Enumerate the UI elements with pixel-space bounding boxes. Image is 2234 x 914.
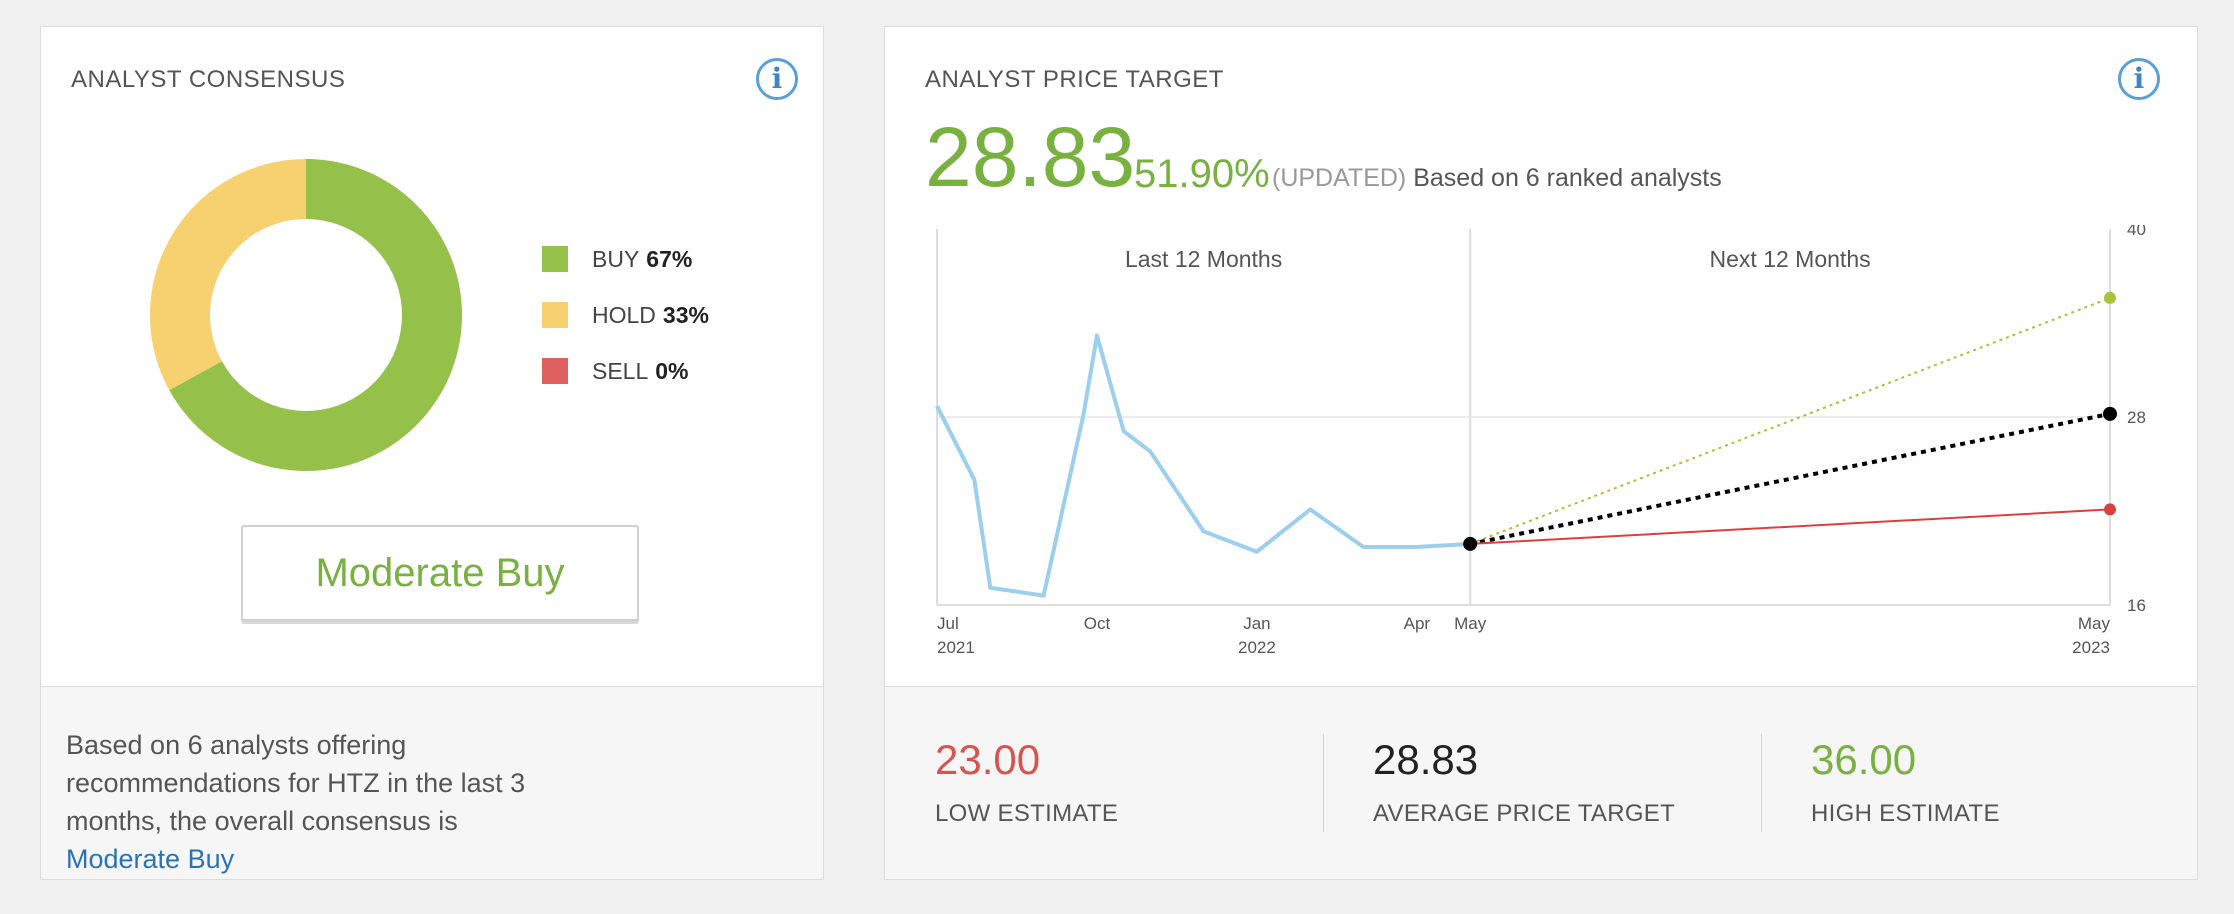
- high-estimate-label: HIGH ESTIMATE: [1811, 800, 2000, 827]
- legend-label-sell: SELL: [592, 357, 649, 384]
- consensus-legend: BUY 67% HOLD 33% SELL 0%: [542, 245, 709, 385]
- legend-swatch-hold: [542, 302, 568, 328]
- price-target-card: [884, 26, 2198, 880]
- consensus-footer: [41, 686, 823, 879]
- legend-pct-buy: 67%: [646, 245, 693, 272]
- consensus-rating-button[interactable]: Moderate Buy: [241, 525, 639, 621]
- x-tick-month: Jan: [1243, 614, 1270, 633]
- x-tick-year: 2023: [2072, 638, 2110, 657]
- consensus-summary: Based on 6 analysts offering recommendat…: [66, 726, 526, 878]
- price-target-footer: [885, 686, 2197, 879]
- current-price-point: [1463, 536, 1478, 551]
- upside-percentage: 51.90%: [1134, 152, 1270, 196]
- price-target-chart: Last 12 Months Next 12 Months 16 28 40 Jul 202…: [935, 225, 2146, 657]
- high-estimate: 36.00 HIGH ESTIMATE: [1811, 736, 2000, 828]
- consensus-title: ANALYST CONSENSUS: [71, 66, 346, 93]
- y-tick-label: 28: [2127, 408, 2146, 427]
- y-tick-label: 40: [2127, 225, 2146, 239]
- summary-text: Based on 6 analysts offering recommendat…: [66, 730, 526, 836]
- y-tick-label: 16: [2127, 596, 2146, 615]
- average-projection-line: [1469, 411, 2111, 546]
- summary-rating-link[interactable]: Moderate Buy: [66, 844, 235, 874]
- x-tick-month: Apr: [1404, 614, 1431, 633]
- consensus-card: [40, 26, 824, 880]
- average-price-target: 28.83: [925, 110, 1136, 204]
- legend-pct-sell: 0%: [655, 357, 689, 384]
- updated-note: (UPDATED) Based on 6 ranked analysts: [1272, 163, 1722, 193]
- legend-item-buy: BUY 67%: [542, 245, 709, 273]
- low-projection-endpoint: [2104, 503, 2116, 516]
- based-on-text: Based on 6 ranked analysts: [1413, 164, 1722, 192]
- donut-slice-buy: [169, 159, 463, 471]
- average-estimate-label: AVERAGE PRICE TARGET: [1373, 800, 1676, 827]
- high-projection-line: [1469, 296, 2111, 545]
- stat-divider: [1323, 734, 1324, 832]
- price-target-title: ANALYST PRICE TARGET: [925, 66, 1224, 93]
- consensus-donut-chart: [149, 159, 463, 471]
- info-icon[interactable]: i: [756, 58, 798, 100]
- legend-item-sell: SELL 0%: [542, 357, 709, 385]
- x-tick-year: 2021: [937, 638, 975, 657]
- legend-pct-hold: 33%: [662, 301, 709, 328]
- section-label-next-12-months: Next 12 Months: [1710, 246, 1871, 272]
- x-tick-year: 2022: [1238, 638, 1276, 657]
- low-estimate-value: 23.00: [935, 736, 1041, 783]
- updated-label: (UPDATED): [1272, 164, 1407, 192]
- legend-label-hold: HOLD: [592, 301, 656, 328]
- legend-swatch-buy: [542, 246, 568, 272]
- price-history-line: [935, 333, 1471, 598]
- legend-swatch-sell: [542, 358, 568, 384]
- x-tick-month: May: [2078, 614, 2111, 633]
- donut-slice-hold: [149, 159, 306, 391]
- average-estimate-value: 28.83: [1373, 736, 1479, 783]
- high-projection-endpoint: [2104, 291, 2116, 304]
- section-label-last-12-months: Last 12 Months: [1125, 246, 1282, 272]
- stat-divider: [1761, 734, 1762, 832]
- x-tick-month: May: [1454, 614, 1487, 633]
- x-tick-month: Oct: [1084, 614, 1111, 633]
- high-estimate-value: 36.00: [1811, 736, 1917, 783]
- average-estimate: 28.83 AVERAGE PRICE TARGET: [1373, 736, 1675, 828]
- average-projection-endpoint: [2103, 406, 2117, 421]
- x-tick-month: Jul: [937, 614, 959, 633]
- low-estimate: 23.00 LOW ESTIMATE: [935, 736, 1118, 828]
- legend-label-buy: BUY: [592, 245, 640, 272]
- info-icon[interactable]: i: [2118, 58, 2160, 100]
- low-projection-line: [1470, 508, 2111, 545]
- low-estimate-label: LOW ESTIMATE: [935, 800, 1119, 827]
- legend-item-hold: HOLD 33%: [542, 301, 709, 329]
